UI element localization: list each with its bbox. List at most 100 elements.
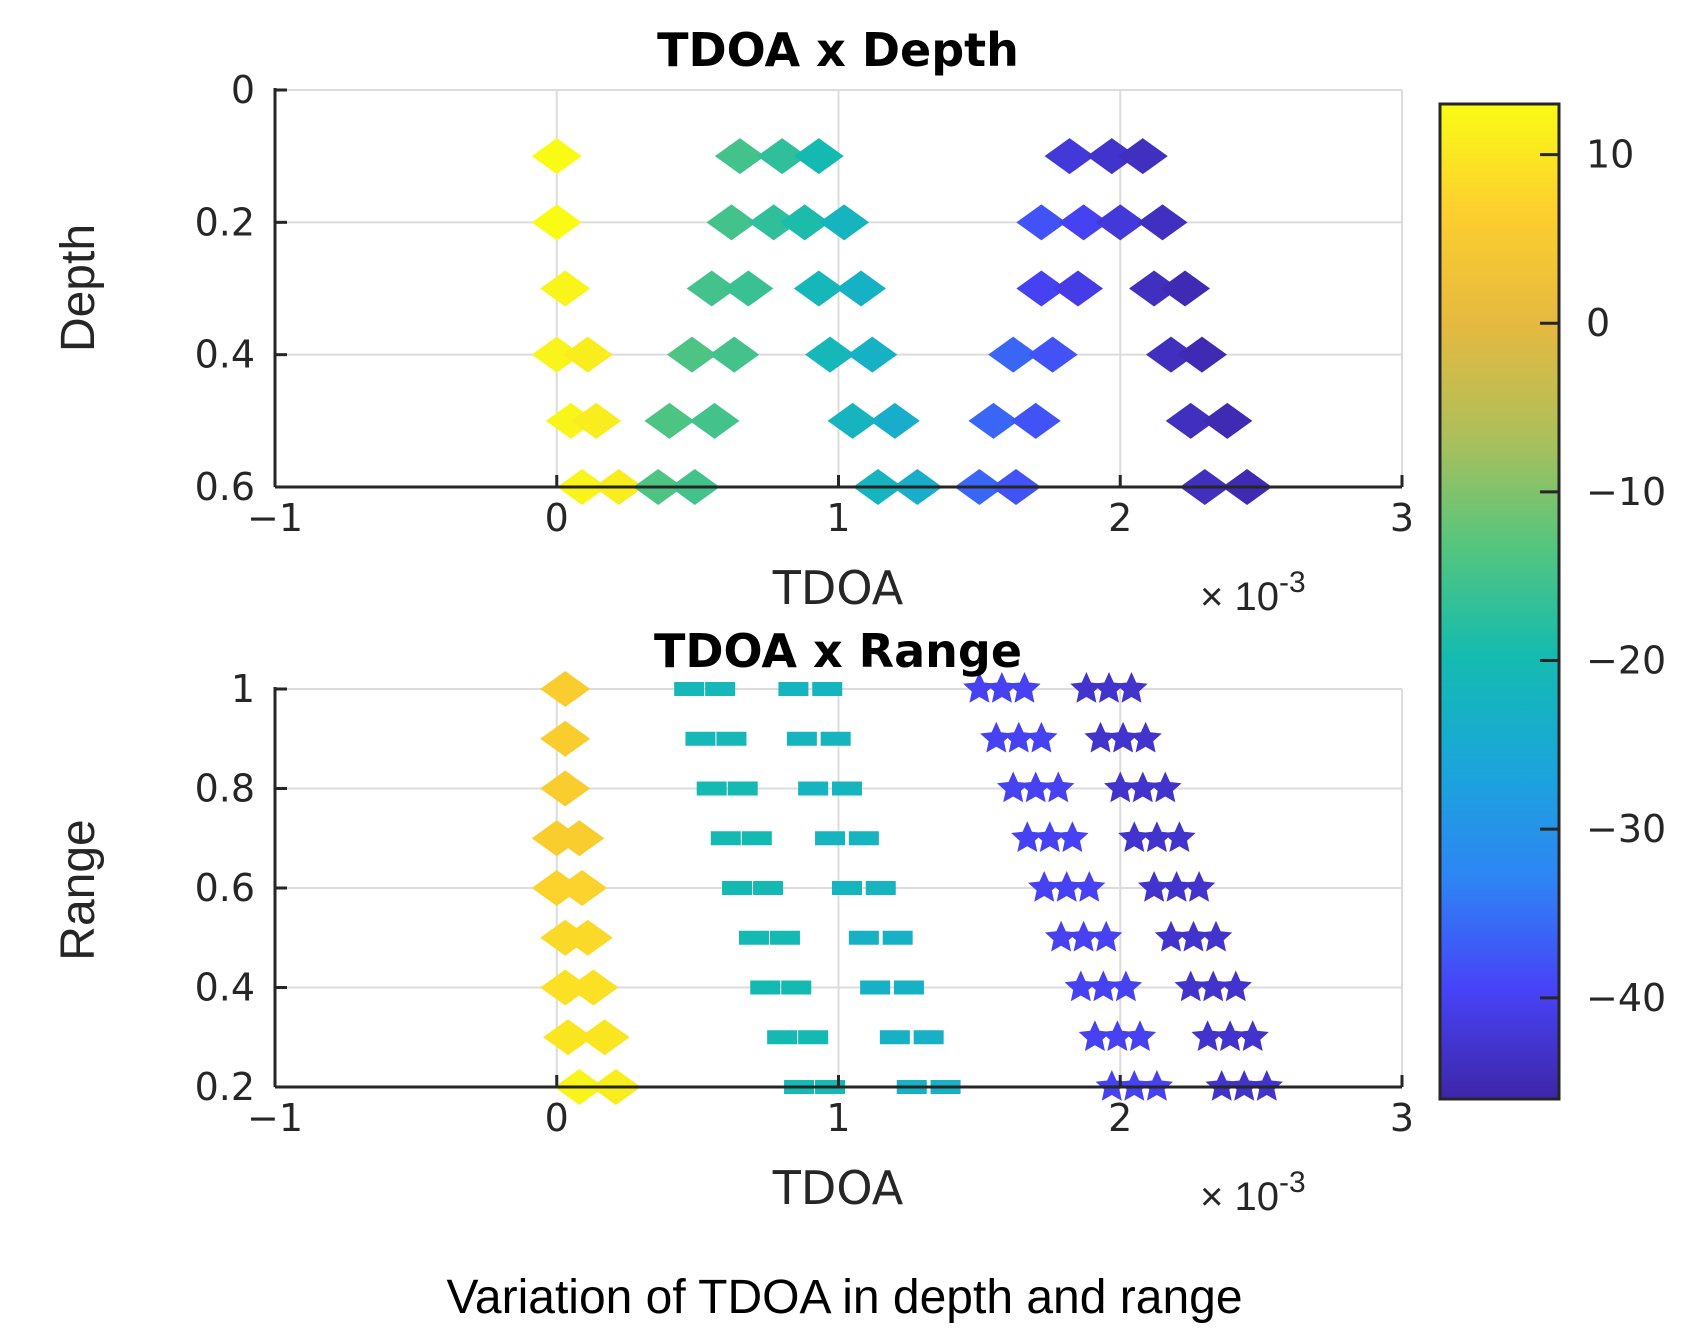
diamond-point	[1027, 336, 1078, 373]
diamond-point	[689, 402, 740, 439]
colorbar-tick-label: −30	[1586, 807, 1666, 851]
star-point	[1078, 1020, 1112, 1051]
diamond-point	[793, 138, 844, 175]
colorbar-tick-label: 0	[1586, 301, 1610, 345]
diamond-point	[1044, 138, 1095, 175]
square-point	[705, 682, 736, 696]
range-plot-x-multiplier-base: × 10	[1200, 1175, 1279, 1219]
diamond-point	[531, 336, 582, 373]
star-point	[1064, 970, 1097, 1002]
square-point	[674, 682, 705, 696]
diamond-point	[968, 402, 1019, 439]
square-point	[741, 831, 772, 846]
square-point	[722, 881, 753, 895]
square-point	[778, 682, 809, 696]
diamond-point	[568, 969, 619, 1006]
square-point	[860, 980, 891, 995]
y-tick-label: 0	[231, 68, 255, 112]
y-tick-label: 0.4	[195, 966, 255, 1010]
square-point	[913, 1030, 944, 1045]
diamond-point	[706, 204, 757, 241]
y-tick-label: 0.2	[195, 200, 255, 244]
x-tick-label: 2	[1108, 1096, 1132, 1140]
diamond-point	[1137, 204, 1188, 241]
diamond-point	[714, 138, 765, 175]
diamond-point	[1129, 270, 1180, 307]
colorbar-ticks: 10 0 −10 −20 −30 −40	[1540, 133, 1666, 1020]
diamond-point	[793, 270, 844, 307]
star-point	[1028, 871, 1061, 902]
star-point	[1118, 821, 1151, 852]
depth-plot-ylabel: Depth	[52, 224, 105, 352]
diamond-point	[557, 870, 608, 906]
square-point	[781, 980, 812, 995]
depth-plot-title: TDOA x Depth	[657, 23, 1019, 77]
diamond-point	[1010, 402, 1061, 439]
colorbar-gradient	[1438, 102, 1561, 1101]
square-point	[750, 980, 781, 995]
star-point	[1104, 771, 1137, 803]
star-point	[1163, 821, 1196, 852]
star-point	[1109, 970, 1143, 1002]
star-point	[1160, 871, 1193, 902]
star-point	[1219, 970, 1252, 1002]
square-point	[879, 1030, 910, 1045]
star-point	[997, 771, 1030, 803]
y-tick-label: 1	[231, 667, 255, 711]
star-point	[963, 672, 996, 703]
star-point	[1177, 920, 1210, 952]
star-point	[1129, 721, 1162, 753]
square-point	[727, 781, 758, 796]
star-point	[1140, 821, 1173, 852]
diamond-point	[1016, 204, 1067, 241]
figure-caption: Variation of TDOA in depth and range	[446, 1271, 1243, 1324]
diamond-point	[1016, 270, 1067, 307]
range-plot-x-exponent: -3	[1279, 1166, 1306, 1199]
colorbar-tick-label: −40	[1586, 976, 1666, 1020]
star-point	[1087, 970, 1120, 1002]
star-point	[1191, 1020, 1224, 1051]
diamond-point	[571, 402, 622, 439]
diamond-point	[988, 336, 1039, 373]
diamond-point	[1117, 138, 1168, 175]
depth-plot-x-multiplier: × 10-3	[1200, 566, 1306, 619]
diamond-point	[779, 204, 830, 241]
diamond-point	[540, 770, 591, 807]
diamond-point	[531, 870, 582, 906]
colorbar-tick-label: −20	[1586, 639, 1666, 683]
colorbar-tick-label: −10	[1586, 470, 1666, 514]
star-point	[1149, 771, 1182, 803]
colorbar: 10 0 −10 −20 −30 −40	[1438, 102, 1666, 1101]
star-point	[1106, 721, 1140, 753]
diamond-point	[540, 720, 591, 757]
star-point	[1019, 771, 1052, 803]
y-tick-label: 0.8	[195, 767, 255, 811]
x-tick-label: 1	[826, 1096, 850, 1140]
y-tick-label: 0.6	[195, 866, 255, 910]
square-point	[685, 731, 716, 746]
diamond-point	[709, 336, 760, 373]
diamond-point	[540, 270, 591, 307]
square-point	[767, 1030, 798, 1045]
diamond-point	[562, 336, 613, 373]
star-point	[1205, 1070, 1238, 1101]
diamond-point	[757, 138, 808, 175]
range-plot: −1 0 1 2 3 0.2 0.4 0.6 0.8 1 TDOA x Range TDOA Ra…	[52, 624, 1414, 1219]
diamond-point	[554, 820, 605, 857]
x-tick-label: 2	[1108, 496, 1132, 540]
x-tick-label: 1	[826, 496, 850, 540]
diamond-point	[748, 204, 799, 241]
star-point	[1002, 721, 1035, 753]
diamond-point	[1160, 270, 1211, 307]
square-point	[786, 731, 817, 746]
y-tick-label: 0.2	[195, 1065, 255, 1109]
square-point	[753, 881, 784, 895]
range-plot-xlabel: TDOA	[772, 1161, 904, 1215]
depth-plot-axes: −1 0 1 2 3 0 0.2 0.4 0.6	[195, 68, 1415, 540]
square-point	[831, 881, 862, 895]
square-point	[882, 930, 913, 945]
diamond-point	[545, 402, 596, 439]
diamond-point	[1086, 138, 1137, 175]
diamond-point	[1165, 402, 1216, 439]
